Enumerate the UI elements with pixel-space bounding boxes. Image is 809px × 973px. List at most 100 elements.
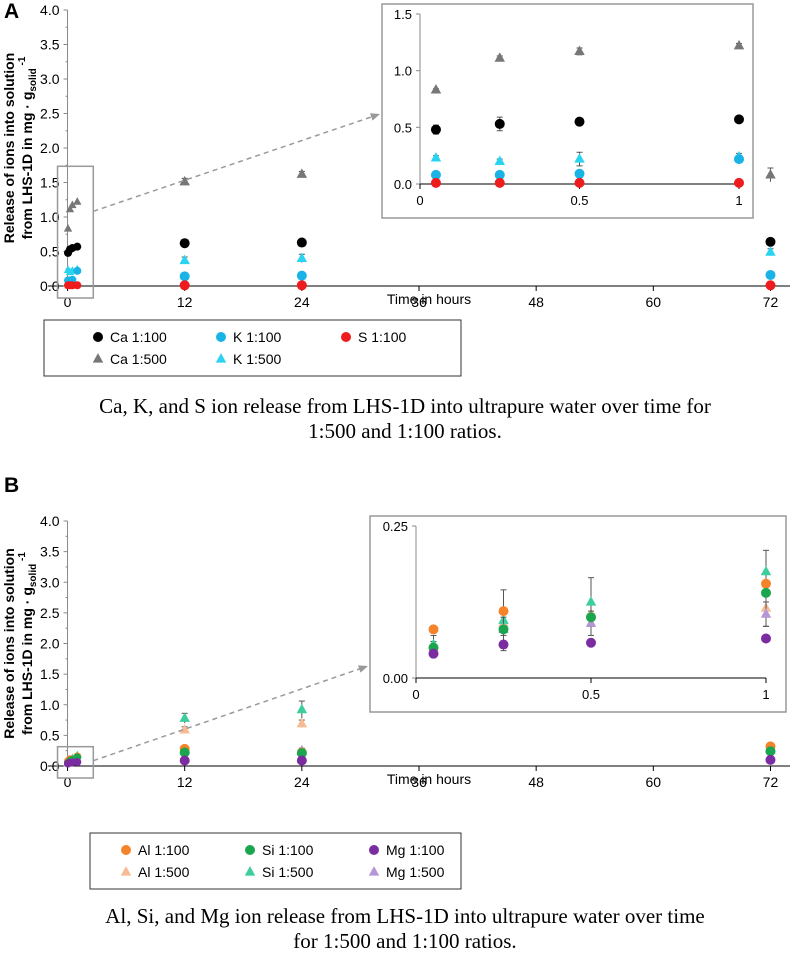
inset-x-tick-label: 0.5 (582, 687, 600, 702)
legend-marker (216, 332, 226, 342)
series-s-1-100 (64, 280, 776, 291)
legend-label: K 1:500 (233, 351, 281, 367)
legend-label: Mg 1:500 (386, 864, 445, 880)
inset-series-s-1-100 (430, 177, 744, 188)
legend-label: Si 1:500 (262, 864, 314, 880)
legend-marker (369, 845, 379, 855)
y-axis-label-line1: Release of ions into solution (1, 53, 17, 244)
legend-box (43, 319, 462, 377)
data-point (296, 717, 308, 728)
data-point (734, 177, 744, 188)
legend-marker (92, 353, 104, 363)
y-tick-label: 4.0 (40, 2, 60, 18)
data-point (574, 153, 585, 163)
data-point (65, 204, 75, 213)
legend-marker (93, 332, 103, 342)
x-tick-label: 72 (763, 294, 779, 310)
inset-x-tick-label: 0.5 (570, 193, 588, 208)
inset-y-tick-label: 1.5 (394, 7, 412, 22)
data-point (296, 703, 308, 714)
x-tick-label: 24 (294, 294, 310, 310)
legend-label: Al 1:100 (138, 842, 190, 858)
data-point (73, 197, 82, 205)
inset-chart: 0.0 0.5 1.0 1.5 0 0.5 1 (381, 3, 754, 219)
data-point (494, 52, 505, 62)
legend-label: Ca 1:500 (110, 351, 167, 367)
series-k-1-500 (63, 246, 776, 276)
y-axis-label: Release of ions into solution from LHS-1D… (1, 548, 39, 739)
data-point (179, 747, 190, 758)
data-point (430, 124, 441, 135)
data-point (494, 169, 505, 180)
data-point (296, 252, 308, 263)
y-tick-label: 3.0 (40, 71, 60, 87)
data-point (498, 639, 509, 650)
data-point (765, 280, 776, 291)
y-tick-label: 0.0 (40, 758, 60, 774)
inset-frame (381, 3, 754, 219)
data-point (179, 271, 190, 282)
inset-series-k-1-100 (430, 154, 744, 180)
series-mg-1-100 (64, 754, 776, 768)
data-point (428, 648, 439, 659)
x-axis-label: Time in hours (387, 291, 471, 307)
data-point (296, 168, 308, 178)
legend-label: Ca 1:100 (110, 329, 167, 345)
inset-chart: 0.00 0.25 0 0.5 1 (369, 515, 787, 713)
y-tick-label: 1.0 (40, 697, 60, 713)
x-tick-label: 12 (177, 294, 193, 310)
legend-label: Mg 1:100 (386, 842, 445, 858)
legend-item-si-1-500: Si 1:500 (244, 864, 314, 880)
legend-marker (120, 866, 132, 876)
y-tick-label: 1.0 (40, 209, 60, 225)
zoom-arrow-line (93, 116, 373, 213)
y-tick-label: 0.5 (40, 727, 60, 743)
data-point (430, 177, 441, 188)
legend: Ca 1:100 K 1:100 S 1:100 Ca 1:500 K 1:500 (43, 319, 462, 377)
data-point (179, 175, 190, 186)
y-axis-label-line2: from LHS-1D in mg · gsolid -1 (17, 56, 39, 239)
x-tick-label: 24 (294, 774, 310, 790)
x-tick-label: 48 (528, 774, 544, 790)
legend-marker (368, 866, 380, 876)
legend-marker (121, 845, 131, 855)
legend-label: Al 1:500 (138, 864, 190, 880)
panel-a-letter: A (4, 0, 20, 23)
inset-y-tick-label: 1.0 (394, 64, 412, 79)
x-tick-label: 60 (646, 294, 662, 310)
data-point (179, 254, 190, 265)
data-point (494, 118, 505, 129)
legend-item-ca-1-500: Ca 1:500 (92, 351, 167, 367)
legend-item-mg-1-100: Mg 1:100 (369, 842, 445, 858)
y-axis-label: Release of ions into solution from LHS-1D… (1, 53, 39, 244)
legend-item-al-1-100: Al 1:100 (121, 842, 190, 858)
data-point (765, 246, 776, 256)
x-axis-label: Time in hours (387, 771, 471, 787)
x-tick-label: 36 (411, 294, 427, 310)
legend: Al 1:100 Si 1:100 Mg 1:100 Al 1:500 Si 1:500… (89, 832, 462, 890)
y-tick-label: 0.0 (40, 278, 60, 294)
data-point (296, 755, 307, 766)
y-tick-label: 3.0 (40, 574, 60, 590)
data-point (296, 270, 307, 281)
y-tick-label: 2.5 (40, 106, 60, 122)
zoom-arrow-head (370, 113, 380, 121)
inset-y-tick-label: 0.5 (394, 120, 412, 135)
data-point (73, 266, 82, 275)
legend-item-ca-1-100: Ca 1:100 (93, 329, 167, 345)
y-tick-label: 2.0 (40, 140, 60, 156)
legend-marker (341, 332, 351, 342)
data-point (179, 712, 190, 722)
data-point (585, 596, 597, 606)
chart-b: 0.0 0.5 1.0 1.5 2.0 2.5 3.0 3.5 4.0 0 12 24 36 48 60 72… (1, 513, 790, 890)
panel-b-letter: B (4, 474, 20, 497)
inset-series-ca-1-500 (430, 39, 745, 94)
data-point (586, 612, 596, 623)
y-tick-label: 3.5 (40, 544, 60, 560)
inset-series-si-1-100 (428, 587, 771, 653)
data-point (765, 236, 776, 247)
data-point (761, 578, 771, 589)
data-point (734, 114, 744, 125)
series-ca-1-100 (64, 236, 776, 257)
panel-a-caption-line2: 1:500 and 1:100 ratios. (308, 419, 502, 443)
